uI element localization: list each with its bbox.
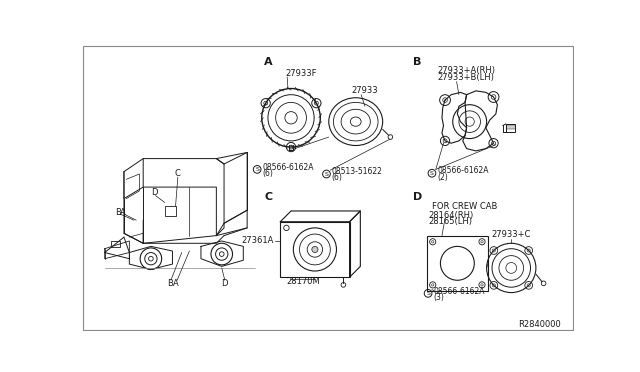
Text: D: D — [152, 188, 158, 197]
Text: S: S — [255, 167, 259, 172]
Text: A: A — [173, 279, 179, 288]
Bar — [506, 124, 515, 132]
Text: FOR CREW CAB: FOR CREW CAB — [432, 202, 497, 211]
Bar — [427, 235, 488, 291]
Text: 08566-6162A: 08566-6162A — [437, 166, 489, 176]
Text: 27933: 27933 — [351, 86, 378, 95]
Text: A: A — [264, 57, 273, 67]
Text: (3): (3) — [433, 293, 444, 302]
Text: (6): (6) — [332, 173, 343, 182]
Text: S: S — [426, 291, 430, 296]
Text: 28165(LH): 28165(LH) — [428, 217, 472, 226]
Text: R2840000: R2840000 — [518, 320, 561, 328]
Text: B: B — [413, 57, 421, 67]
Text: B: B — [116, 208, 122, 217]
Text: 27933+C: 27933+C — [492, 230, 531, 239]
Bar — [280, 222, 349, 277]
Text: 08566-6162A: 08566-6162A — [262, 163, 314, 171]
Text: (6): (6) — [262, 169, 273, 178]
Text: A: A — [120, 208, 126, 217]
Bar — [164, 206, 175, 216]
Text: 08566-6162A: 08566-6162A — [433, 286, 485, 295]
Text: S: S — [324, 171, 328, 176]
Text: 28170M: 28170M — [287, 277, 320, 286]
Text: 27933+B(LH): 27933+B(LH) — [437, 73, 494, 82]
Text: 28164(RH): 28164(RH) — [428, 211, 474, 220]
Text: (2): (2) — [437, 173, 448, 182]
Text: C: C — [264, 192, 272, 202]
Text: 27361A: 27361A — [242, 237, 274, 246]
Text: 08513-51622: 08513-51622 — [332, 167, 383, 176]
Text: S: S — [430, 171, 434, 176]
Text: D: D — [413, 192, 422, 202]
Circle shape — [312, 246, 318, 253]
Text: D: D — [221, 279, 227, 288]
Text: B: B — [167, 279, 173, 288]
Text: 27933F: 27933F — [285, 68, 317, 78]
Bar — [111, 241, 120, 247]
Text: 27933+A(RH): 27933+A(RH) — [437, 65, 495, 74]
Text: C: C — [175, 170, 180, 179]
